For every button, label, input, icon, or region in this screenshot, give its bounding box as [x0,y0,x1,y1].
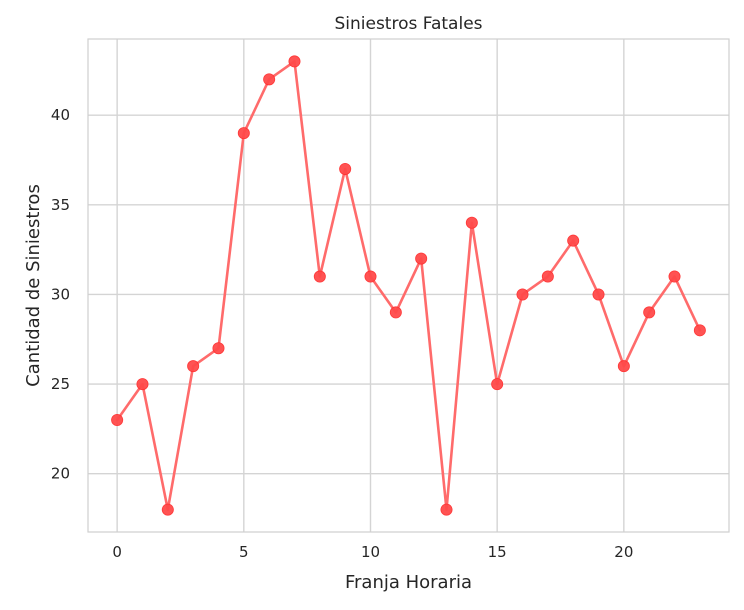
y-tick-label: 30 [51,285,70,303]
data-point [111,413,124,426]
x-tick-label: 10 [361,543,380,561]
data-point [516,288,529,301]
data-point [567,234,580,247]
data-point [187,360,200,373]
plot-frame [87,38,730,533]
data-point [389,306,402,319]
x-tick-label: 0 [112,543,122,561]
data-point [440,503,453,516]
x-tick-label: 15 [488,543,507,561]
y-tick-label: 25 [51,375,70,393]
data-point [491,378,504,391]
data-point [643,306,656,319]
x-tick-label: 20 [614,543,633,561]
data-point [592,288,605,301]
data-point [161,503,174,516]
data-point [668,270,681,283]
data-point [136,378,149,391]
x-axis-label: Franja Horaria [345,572,472,593]
y-axis-label: Cantidad de Siniestros [23,184,44,387]
y-tick-label: 20 [51,465,70,483]
data-point [339,162,352,175]
data-point [313,270,326,283]
data-point [415,252,428,265]
data-point [617,360,630,373]
data-point [541,270,554,283]
data-point [212,342,225,355]
data-point [364,270,377,283]
tick-layer: 0 5 10 15 20 20 25 30 35 40 [51,106,633,561]
data-point [693,324,706,337]
data-point [237,127,250,140]
x-tick-label: 5 [239,543,249,561]
y-tick-label: 40 [51,106,70,124]
data-point [465,216,478,229]
data-point [263,73,276,86]
y-tick-label: 35 [51,196,70,214]
data-point [288,55,301,68]
plot-layer [111,55,706,516]
grid-layer [88,39,729,532]
chart-title: Siniestros Fatales [334,14,482,34]
